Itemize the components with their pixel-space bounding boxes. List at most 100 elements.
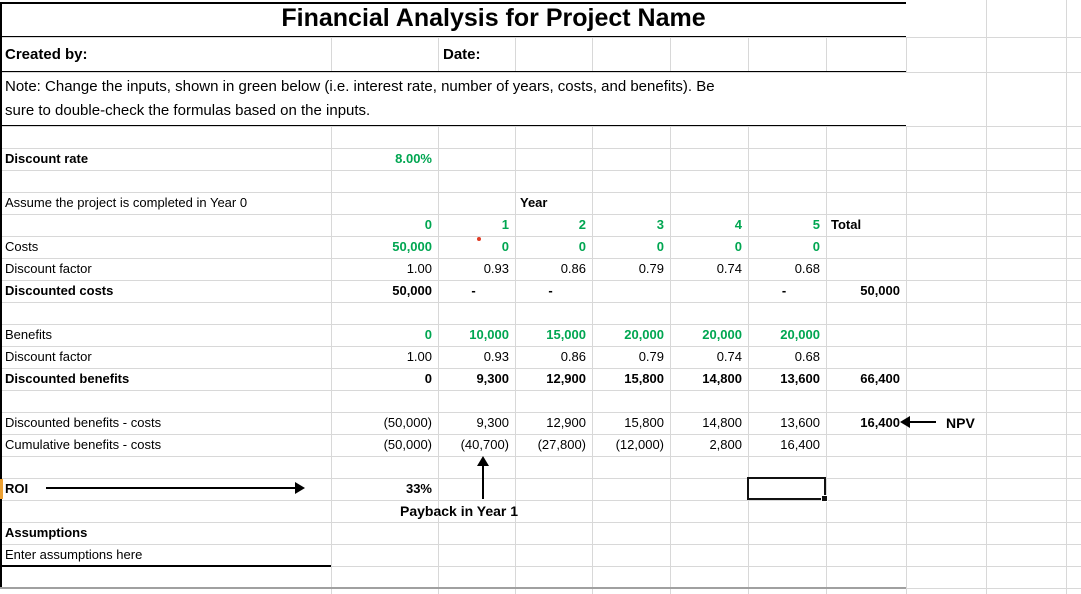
roi-label[interactable]: ROI [5,481,29,496]
active-cell-selection[interactable] [747,477,828,502]
cell-discount_factor_benefits-y0[interactable]: 1.00 [406,349,432,364]
cell-discount_factor_benefits-y2[interactable]: 0.86 [560,349,586,364]
cell-benefits-y5[interactable]: 20,000 [780,327,820,342]
cell-net-total[interactable]: 16,400 [860,415,900,430]
cell-cumulative-y4[interactable]: 2,800 [709,437,742,452]
assumptions-entry[interactable]: Enter assumptions here [5,547,143,562]
cell-discount_factor_benefits-y5[interactable]: 0.68 [794,349,820,364]
cell-cumulative-y0[interactable]: (50,000) [383,437,432,452]
row-label-discounted_benefits[interactable]: Discounted benefits [5,371,130,386]
discount-rate-label[interactable]: Discount rate [5,151,89,166]
note-text[interactable]: Note: Change the inputs, shown in green … [5,75,905,123]
gridline [0,279,1081,281]
cell-cumulative-y5[interactable]: 16,400 [780,437,820,452]
created-by-label[interactable]: Created by: [5,46,88,63]
row-label-cumulative[interactable]: Cumulative benefits - costs [5,437,162,452]
gridline [825,126,827,594]
cell-discounted_benefits-y2[interactable]: 12,900 [546,371,586,386]
cell-discounted_benefits-total[interactable]: 66,400 [860,371,900,386]
cell-costs-y5[interactable]: 0 [812,239,820,254]
cell-net-y1[interactable]: 9,300 [476,415,509,430]
cell-benefits-y1[interactable]: 10,000 [469,327,509,342]
row-label-discounted_costs[interactable]: Discounted costs [5,283,114,298]
border-under-note [0,124,906,127]
cell-discounted_costs-y0[interactable]: 50,000 [392,283,432,298]
cell-discounted_costs-y5[interactable]: - [781,283,787,298]
gridline [985,0,987,594]
cell-discount_factor_costs-y4[interactable]: 0.74 [716,261,742,276]
assumptions-header[interactable]: Assumptions [5,525,88,540]
gridline [0,389,1081,391]
row-label-benefits[interactable]: Benefits [5,327,52,342]
gridline [0,323,1081,325]
total-label[interactable]: Total [831,217,862,232]
cell-benefits-y4[interactable]: 20,000 [702,327,742,342]
cell-discount_factor_benefits-y1[interactable]: 0.93 [483,349,509,364]
row-label-net[interactable]: Discounted benefits - costs [5,415,162,430]
cell-benefits-y0[interactable]: 0 [424,327,432,342]
fill-handle[interactable] [821,495,828,502]
cell-discount_factor_costs-y3[interactable]: 0.79 [638,261,664,276]
gridline [747,126,749,594]
year-label-3[interactable]: 3 [656,217,664,232]
gridline [669,37,671,72]
cell-costs-y1[interactable]: 0 [501,239,509,254]
gridline [0,257,1081,259]
cell-costs-y3[interactable]: 0 [656,239,664,254]
assumption-line[interactable]: Assume the project is completed in Year … [5,195,248,210]
roi-arrow-head-icon [295,482,305,494]
cell-discounted_costs-y2[interactable]: - [548,283,553,298]
cell-costs-y0[interactable]: 50,000 [392,239,432,254]
cell-discounted_costs-y1[interactable]: - [471,283,476,298]
note-line-1: Note: Change the inputs, shown in green … [5,78,715,95]
year-label-1[interactable]: 1 [501,217,509,232]
year-label-0[interactable]: 0 [424,217,432,232]
cell-discounted_benefits-y4[interactable]: 14,800 [702,371,742,386]
npv-label[interactable]: NPV [946,415,975,431]
cell-benefits-y3[interactable]: 20,000 [624,327,664,342]
year-label-4[interactable]: 4 [734,217,742,232]
date-label[interactable]: Date: [443,46,481,63]
gridline [0,367,1081,369]
border-assumptions-bottom [0,565,331,567]
cell-net-y2[interactable]: 12,900 [546,415,586,430]
year-label-2[interactable]: 2 [578,217,586,232]
cell-discounted_benefits-y3[interactable]: 15,800 [624,371,664,386]
row-label-costs[interactable]: Costs [5,239,39,254]
roi-value[interactable]: 33% [405,481,432,496]
gridline [0,169,1081,171]
cell-discounted_benefits-y1[interactable]: 9,300 [476,371,509,386]
cell-discount_factor_costs-y5[interactable]: 0.68 [794,261,820,276]
gridline [0,213,1081,215]
gridline [905,126,907,594]
cell-costs-y2[interactable]: 0 [578,239,586,254]
cell-discount_factor_benefits-y3[interactable]: 0.79 [638,349,664,364]
payback-label[interactable]: Payback in Year 1 [400,503,519,519]
discount-rate-value[interactable]: 8.00% [395,151,432,166]
row-label-discount_factor_costs[interactable]: Discount factor [5,261,92,276]
cell-net-y4[interactable]: 14,800 [702,415,742,430]
cell-cumulative-y1[interactable]: (40,700) [460,437,509,452]
gridline [0,433,1081,435]
cell-net-y0[interactable]: (50,000) [383,415,432,430]
cell-discount_factor_benefits-y4[interactable]: 0.74 [716,349,742,364]
gridline [0,455,1081,457]
cell-benefits-y2[interactable]: 15,000 [546,327,586,342]
cell-discount_factor_costs-y1[interactable]: 0.93 [483,261,509,276]
year-header[interactable]: Year [520,195,548,210]
row-label-discount_factor_benefits[interactable]: Discount factor [5,349,92,364]
cell-net-y3[interactable]: 15,800 [624,415,664,430]
gridline [0,411,1081,413]
cell-discounted_benefits-y0[interactable]: 0 [424,371,432,386]
gridline [330,126,332,594]
border-top [0,1,906,4]
cell-cumulative-y3[interactable]: (12,000) [615,437,664,452]
cell-discount_factor_costs-y0[interactable]: 1.00 [406,261,432,276]
cell-net-y5[interactable]: 13,600 [780,415,820,430]
cell-discounted_costs-total[interactable]: 50,000 [860,283,900,298]
cell-costs-y4[interactable]: 0 [734,239,742,254]
cell-discounted_benefits-y5[interactable]: 13,600 [780,371,820,386]
year-label-5[interactable]: 5 [812,217,820,232]
cell-cumulative-y2[interactable]: (27,800) [537,437,586,452]
cell-discount_factor_costs-y2[interactable]: 0.86 [560,261,586,276]
